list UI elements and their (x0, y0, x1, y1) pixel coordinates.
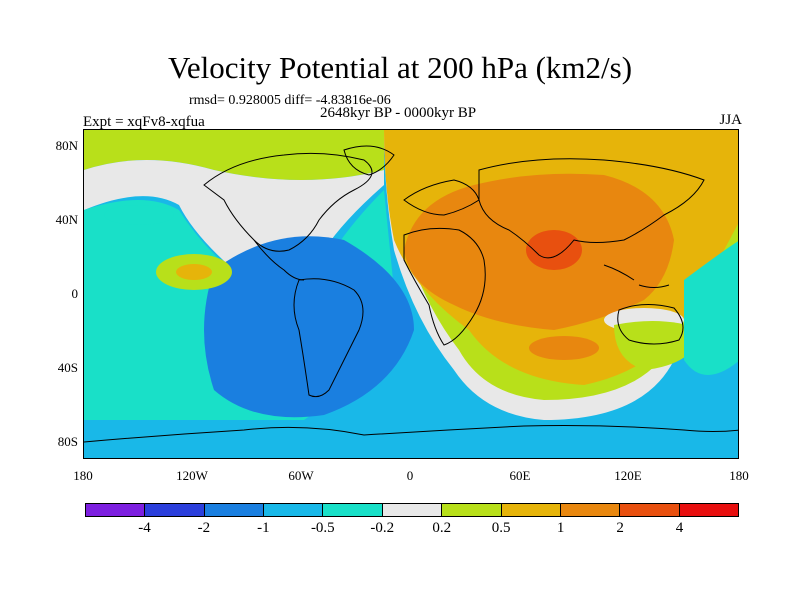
lon-label-180e: 180 (729, 468, 749, 483)
field-positive-pacific-core (176, 264, 212, 280)
colorbar-label: 0.5 (491, 520, 511, 536)
colorbar-segment (560, 504, 621, 516)
lon-label-180w: 180 (73, 468, 93, 483)
colorbar-label: 4 (675, 520, 684, 536)
colorbar-segment (382, 504, 443, 516)
colorbar-label: 0.2 (432, 520, 452, 536)
colorbar-label: -1 (257, 520, 270, 536)
lon-label-120w: 120W (176, 468, 208, 483)
lat-label-40n: 40N (55, 212, 78, 227)
field-weak-negative-epac (684, 241, 738, 375)
field-south (84, 422, 738, 458)
coastlines (84, 145, 738, 443)
colorbar-segment (86, 504, 146, 516)
map-panel (83, 129, 739, 459)
lat-label-40s: 40S (57, 360, 78, 375)
colorbar-segment (501, 504, 561, 516)
field-max-positive (526, 230, 582, 270)
colorbar-segment (264, 504, 324, 516)
colorbar-segment (145, 504, 205, 516)
colorbar-segment (620, 504, 680, 516)
lat-label-0: 0 (71, 286, 79, 301)
colorbar-segment (204, 504, 265, 516)
colorbar-label: -4 (138, 520, 151, 536)
stats-text: rmsd= 0.928005 diff= -4.83816e-06 (189, 93, 391, 108)
colorbar-label: -0.2 (370, 520, 395, 536)
plot-title: Velocity Potential at 200 hPa (km2/s) (167, 50, 633, 85)
lon-label-60e: 60E (509, 468, 531, 483)
lon-label-0: 0 (406, 468, 414, 483)
lon-label-60w: 60W (288, 468, 314, 483)
colorbar-label: 2 (616, 520, 624, 536)
colorbar-segment (323, 504, 383, 516)
field-strong-positive-south (529, 336, 599, 360)
period-text: 2648kyr BP - 0000kyr BP (320, 105, 477, 121)
season-label: JJA (719, 112, 742, 128)
lat-label-80s: 80S (57, 434, 78, 449)
colorbar-label: -2 (197, 520, 211, 536)
colorbar-label: -0.5 (310, 520, 335, 536)
colorbar-label: 1 (556, 520, 565, 536)
colorbar (85, 503, 739, 517)
field-north-green (84, 130, 384, 180)
lon-label-120e: 120E (614, 468, 642, 483)
colorbar-segment (679, 504, 738, 516)
field-weak-negative-npac (104, 205, 174, 225)
contour-map (84, 130, 738, 458)
lat-label-80n: 80N (55, 138, 78, 153)
field-strong-negative-americas (204, 236, 414, 418)
colorbar-segment (442, 504, 502, 516)
field-weak-positive-australia (614, 321, 704, 370)
experiment-label: Expt = xqFv8-xqfua (83, 114, 205, 130)
